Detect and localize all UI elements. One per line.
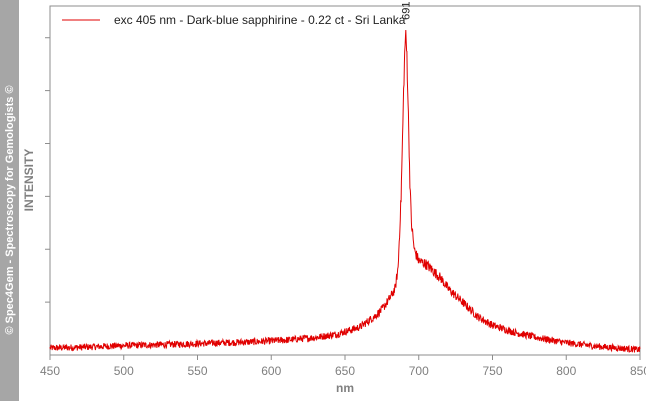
x-tick-label: 550 xyxy=(187,364,207,378)
spectrum-line xyxy=(49,29,641,354)
x-tick-label: 750 xyxy=(482,364,502,378)
x-tick-label: 850 xyxy=(630,364,646,378)
legend-label: exc 405 nm - Dark-blue sapphirine - 0.22… xyxy=(114,13,406,27)
x-tick-label: 600 xyxy=(261,364,281,378)
x-tick-label: 650 xyxy=(335,364,355,378)
plot-frame xyxy=(49,5,641,356)
plot-border xyxy=(49,5,641,356)
x-tick-label: 500 xyxy=(114,364,134,378)
y-axis-ticks xyxy=(45,37,50,303)
y-axis-label: INTENSITY xyxy=(22,149,36,212)
watermark-band: © Spec4Gem - Spectroscopy for Gemologist… xyxy=(0,0,19,401)
legend: exc 405 nm - Dark-blue sapphirine - 0.22… xyxy=(62,13,406,27)
annotation-layer: 691 xyxy=(400,2,412,20)
x-axis-ticks: 450 500 550 600 650 700 750 800 850 xyxy=(40,355,646,378)
x-tick-label: 450 xyxy=(40,364,60,378)
x-tick-label: 700 xyxy=(409,364,429,378)
series-layer xyxy=(49,29,641,354)
x-axis-label: nm xyxy=(336,381,354,395)
x-tick-label: 800 xyxy=(556,364,576,378)
peak-label: 691 xyxy=(400,2,412,20)
